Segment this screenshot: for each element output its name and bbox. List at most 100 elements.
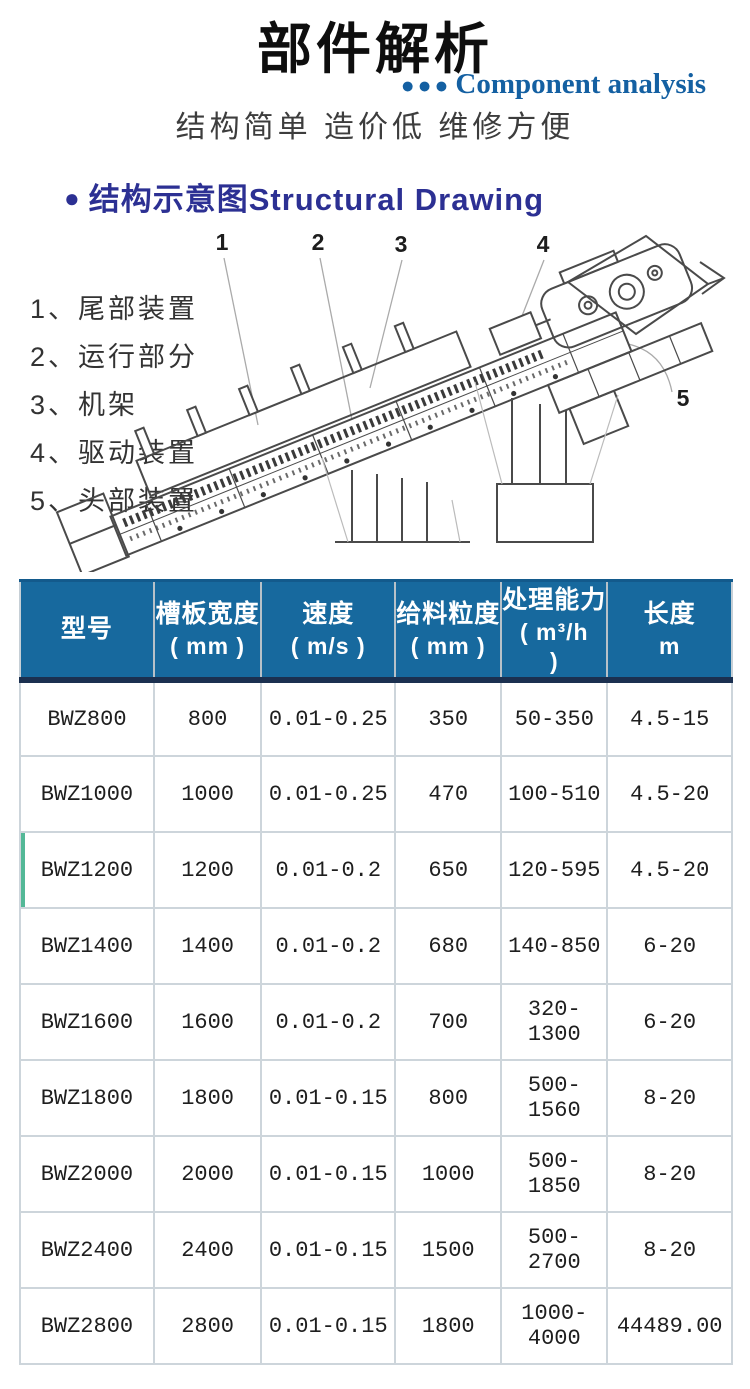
table-cell: 2400 [152, 1211, 263, 1290]
table-cell: 470 [394, 755, 503, 834]
page-title: 部件解析 [256, 18, 493, 80]
table-cell: 0.01-0.2 [260, 831, 397, 910]
supports [335, 398, 594, 543]
leader-lines [223, 257, 673, 426]
table-cell: 0.01-0.15 [260, 1059, 397, 1138]
table-cell: 8-20 [606, 1211, 733, 1290]
structural-drawing: 1 2 3 4 5 [55, 229, 726, 572]
table-cell: BWZ2400 [19, 1211, 155, 1290]
callout-2: 2 [312, 229, 325, 255]
table-cell: 700 [394, 983, 503, 1062]
table-cell: 1800 [152, 1059, 263, 1138]
table-cell: 0.01-0.25 [260, 755, 397, 834]
table-row: BWZ1200 1200 0.01-0.2 650 120-595 4.5-20 [19, 831, 733, 910]
callout-5: 5 [677, 385, 690, 411]
table-cell: 6-20 [606, 907, 733, 986]
table-cell: 8-20 [606, 1059, 733, 1138]
column-header: 速度( m/s ) [261, 580, 397, 684]
table-cell: 0.01-0.15 [260, 1135, 397, 1214]
parts-list-item: 3、机架 [30, 390, 139, 420]
table-cell: 500-1850 [500, 1135, 609, 1214]
table-cell: 500-2700 [500, 1211, 609, 1290]
table-row: BWZ1400 1400 0.01-0.2 680 140-850 6-20 [19, 907, 733, 986]
construction-lines [321, 381, 619, 543]
table-cell: 1800 [394, 1287, 503, 1366]
head-chute [566, 234, 726, 336]
table-cell: 680 [394, 907, 503, 986]
table-cell: 350 [394, 679, 503, 758]
section-header: ● 结构示意图Structural Drawing [64, 174, 544, 219]
table-cell: 4.5-20 [606, 831, 733, 910]
column-header: 型号 [20, 580, 155, 684]
table-cell: 500-1560 [500, 1059, 609, 1138]
table-cell: 2800 [152, 1287, 263, 1366]
table-cell: 50-350 [500, 679, 609, 758]
section-heading: 结构示意图Structural Drawing [88, 182, 545, 217]
table-row: BWZ2000 2000 0.01-0.15 1000 500-1850 8-20 [19, 1135, 733, 1214]
spec-table: 型号 槽板宽度( mm ) 速度( m/s ) 给料粒度( mm ) 处理能力( m³/… [19, 579, 733, 1366]
column-header: 处理能力( m³/h) [501, 580, 609, 684]
table-cell: BWZ800 [19, 679, 155, 758]
parts-list-item: 2、运行部分 [30, 342, 199, 372]
table-cell: 0.01-0.2 [260, 983, 397, 1062]
table-row: BWZ1800 1800 0.01-0.15 800 500-1560 8-20 [19, 1059, 733, 1138]
table-cell: 0.01-0.15 [260, 1287, 397, 1366]
parts-list-item: 1、尾部装置 [30, 294, 199, 324]
subtitle-english: Component analysis [455, 68, 706, 100]
table-cell: 140-850 [500, 907, 609, 986]
table-cell: 800 [152, 679, 263, 758]
table-row: BWZ2800 2800 0.01-0.15 1800 1000-4000 44489.0… [19, 1287, 733, 1366]
table-cell: BWZ1000 [19, 755, 155, 834]
table-cell: 4.5-15 [606, 679, 733, 758]
parts-list-item: 4、驱动装置 [30, 438, 199, 468]
table-cell: BWZ1200 [19, 831, 155, 910]
table-cell: 44489.00 [606, 1287, 733, 1366]
dots-icon: ●●● [400, 72, 452, 98]
table-cell: 120-595 [500, 831, 609, 910]
column-header: 给料粒度( mm ) [395, 580, 503, 684]
parts-list: 1、尾部装置 2、运行部分 3、机架 4、驱动装置 5、头部装置 [30, 292, 198, 532]
callout-1: 1 [216, 229, 229, 255]
table-cell: 0.01-0.25 [260, 679, 397, 758]
table-cell: 4.5-20 [606, 755, 733, 834]
table-cell: 650 [394, 831, 503, 910]
callout-4: 4 [537, 231, 550, 257]
table-row: BWZ2400 2400 0.01-0.15 1500 500-2700 8-20 [19, 1211, 733, 1290]
table-cell: 6-20 [606, 983, 733, 1062]
table-cell: 800 [394, 1059, 503, 1138]
table-cell: BWZ2000 [19, 1135, 155, 1214]
column-header: 长度 m [607, 580, 732, 684]
table-cell: 1600 [152, 983, 263, 1062]
table-row: BWZ800 800 0.01-0.25 350 50-350 4.5-15 [19, 679, 733, 758]
table-cell: BWZ2800 [19, 1287, 155, 1366]
tagline: 结构简单 造价低 维修方便 [175, 111, 575, 144]
table-cell: 0.01-0.15 [260, 1211, 397, 1290]
conveyor-body [55, 243, 714, 572]
spec-table-body: BWZ800 800 0.01-0.25 350 50-350 4.5-15 BWZ1000… [19, 679, 733, 1366]
table-cell: 1400 [152, 907, 263, 986]
head-base [546, 321, 714, 415]
spec-table-header-row: 型号 槽板宽度( mm ) 速度( m/s ) 给料粒度( mm ) 处理能力( m³/… [20, 580, 732, 684]
pedestal [496, 483, 594, 543]
table-cell: BWZ1400 [19, 907, 155, 986]
callout-3: 3 [395, 231, 408, 257]
table-cell: 320-1300 [500, 983, 609, 1062]
subtitle-row: ●●● Component analysis [401, 70, 706, 99]
table-cell: 100-510 [500, 755, 609, 834]
table-row: BWZ1600 1600 0.01-0.2 700 320-1300 6-20 [19, 983, 733, 1062]
spec-table-wrap: 型号 槽板宽度( mm ) 速度( m/s ) 给料粒度( mm ) 处理能力( m³/… [19, 579, 733, 1366]
table-cell: 1200 [152, 831, 263, 910]
bullet-icon: ● [64, 182, 81, 213]
table-row: BWZ1000 1000 0.01-0.25 470 100-510 4.5-20 [19, 755, 733, 834]
table-cell: 1500 [394, 1211, 503, 1290]
gearbox [540, 243, 694, 349]
table-cell: 1000 [394, 1135, 503, 1214]
table-cell: 2000 [152, 1135, 263, 1214]
table-cell: 1000 [152, 755, 263, 834]
motor [488, 311, 543, 357]
table-cell: BWZ1800 [19, 1059, 155, 1138]
column-header: 槽板宽度( mm ) [153, 580, 263, 684]
table-cell: BWZ1600 [19, 983, 155, 1062]
table-cell: 8-20 [606, 1135, 733, 1214]
